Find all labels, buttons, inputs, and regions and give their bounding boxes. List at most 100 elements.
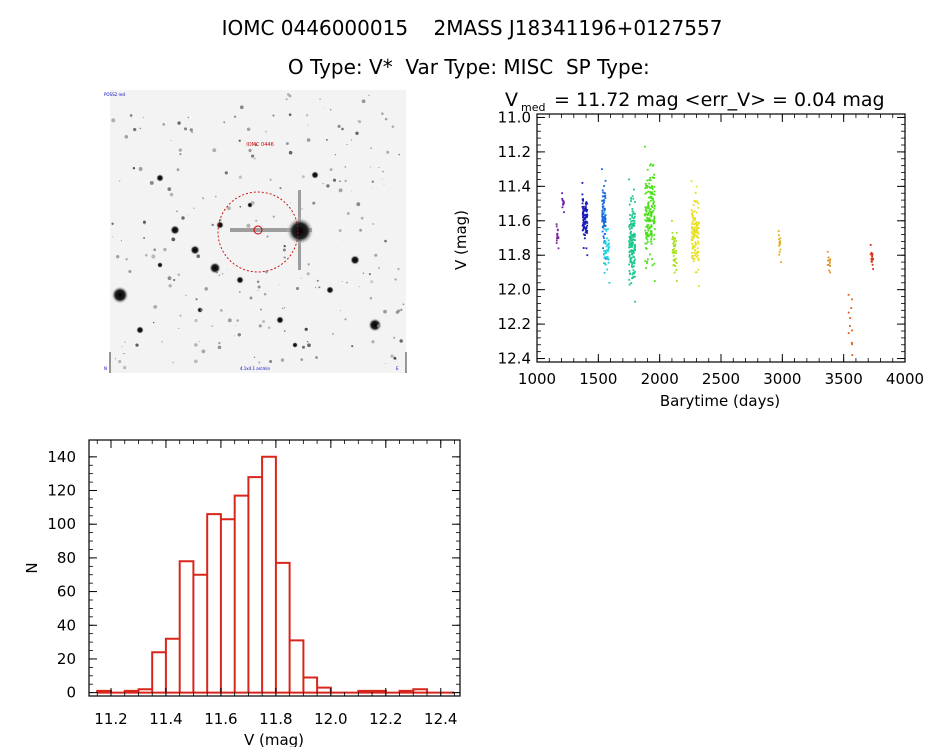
- lc-point: [628, 278, 631, 281]
- finder-target-label: IOMC 0446: [246, 142, 274, 148]
- lc-point: [693, 236, 695, 238]
- finder-star: [185, 294, 187, 297]
- lc-point: [603, 237, 605, 239]
- lc-point: [586, 214, 589, 216]
- finder-star: [171, 237, 176, 242]
- lc-point: [631, 273, 634, 276]
- finder-star: [226, 268, 228, 270]
- lc-point: [828, 259, 831, 262]
- lc-point: [631, 195, 634, 198]
- finder-star: [170, 140, 172, 141]
- lc-point: [629, 272, 631, 275]
- lc-point: [690, 231, 693, 233]
- lc-point: [603, 250, 605, 252]
- lc-point: [673, 239, 676, 242]
- lc-point: [697, 259, 700, 262]
- finder-star: [283, 256, 286, 259]
- finder-star: [295, 286, 300, 291]
- finder-star: [124, 135, 129, 139]
- lc-ytick-label: 11.0: [498, 108, 531, 126]
- finder-star: [302, 345, 305, 349]
- lc-point: [631, 210, 634, 212]
- lc-point: [582, 211, 584, 214]
- lc-point: [644, 206, 647, 209]
- finder-star: [118, 180, 121, 182]
- finder-star: [194, 343, 198, 347]
- lc-point: [872, 258, 874, 260]
- lc-point: [778, 241, 781, 244]
- lc-point: [647, 229, 650, 232]
- lc-point: [603, 215, 606, 218]
- lc-point: [602, 247, 604, 250]
- lc-point: [696, 252, 698, 254]
- lc-point: [607, 248, 610, 251]
- lc-point: [653, 207, 656, 210]
- var-type-value: MISC: [503, 55, 554, 79]
- lc-axes: 1000 1500 2000 2500 3000 3500 4000 11.0 11.2 11.4…: [498, 108, 925, 388]
- lc-point: [604, 197, 607, 199]
- sp-type-label: SP Type:: [565, 55, 650, 79]
- finder-star: [235, 325, 237, 327]
- lc-point: [628, 270, 631, 272]
- lc-point: [602, 199, 605, 202]
- finder-chart-image: IOMC 0446 POSS2 red N 4.1x4.1 arcmin E: [100, 90, 410, 375]
- finder-star: [344, 179, 347, 183]
- lc-point: [847, 332, 850, 334]
- lc-point: [694, 249, 697, 251]
- finder-star: [385, 362, 387, 364]
- lc-point: [628, 283, 631, 286]
- finder-star: [170, 225, 180, 235]
- lc-point: [631, 263, 633, 266]
- lc-point: [778, 253, 781, 256]
- finder-star: [125, 258, 128, 261]
- lc-point: [582, 247, 585, 249]
- bright-star: [286, 217, 314, 245]
- lc-point: [601, 168, 603, 170]
- lc-point: [827, 259, 830, 262]
- lc-point: [602, 206, 604, 209]
- lc-point: [692, 204, 695, 206]
- lc-point: [628, 203, 631, 206]
- lc-point: [650, 193, 653, 195]
- lc-point: [672, 259, 675, 262]
- lc-point: [646, 260, 649, 263]
- finder-star: [371, 340, 375, 344]
- lc-point: [634, 249, 636, 252]
- lc-point: [607, 239, 610, 242]
- finder-star: [116, 255, 120, 259]
- finder-star: [326, 286, 334, 294]
- lc-point: [672, 237, 674, 240]
- lc-point: [829, 265, 831, 267]
- lc-point: [695, 221, 698, 224]
- lc-point: [871, 256, 873, 258]
- lc-point: [691, 221, 694, 223]
- lc-point: [634, 239, 636, 241]
- lc-point: [652, 201, 655, 204]
- lc-point: [696, 200, 699, 203]
- lc-point: [693, 234, 696, 237]
- finder-star: [163, 247, 167, 252]
- lc-point: [869, 253, 872, 256]
- finder-star: [145, 253, 148, 257]
- lc-point: [651, 164, 654, 167]
- lc-point: [581, 193, 584, 196]
- lc-point: [847, 311, 850, 314]
- finder-star: [292, 342, 298, 348]
- lc-point: [650, 235, 653, 238]
- lc-point: [827, 256, 830, 259]
- lc-point: [628, 225, 631, 228]
- finder-star: [356, 202, 361, 207]
- lc-point: [633, 260, 635, 263]
- finder-star: [184, 127, 187, 131]
- lc-point: [691, 238, 693, 240]
- lc-point: [692, 232, 695, 235]
- finder-star: [177, 273, 180, 276]
- finder-star: [282, 248, 286, 252]
- lc-point: [672, 255, 675, 257]
- lc-point: [691, 223, 693, 225]
- lc-point: [647, 190, 650, 193]
- lc-point: [651, 186, 653, 189]
- lc-point: [653, 193, 656, 196]
- lc-point: [630, 197, 632, 200]
- finder-star: [176, 168, 180, 172]
